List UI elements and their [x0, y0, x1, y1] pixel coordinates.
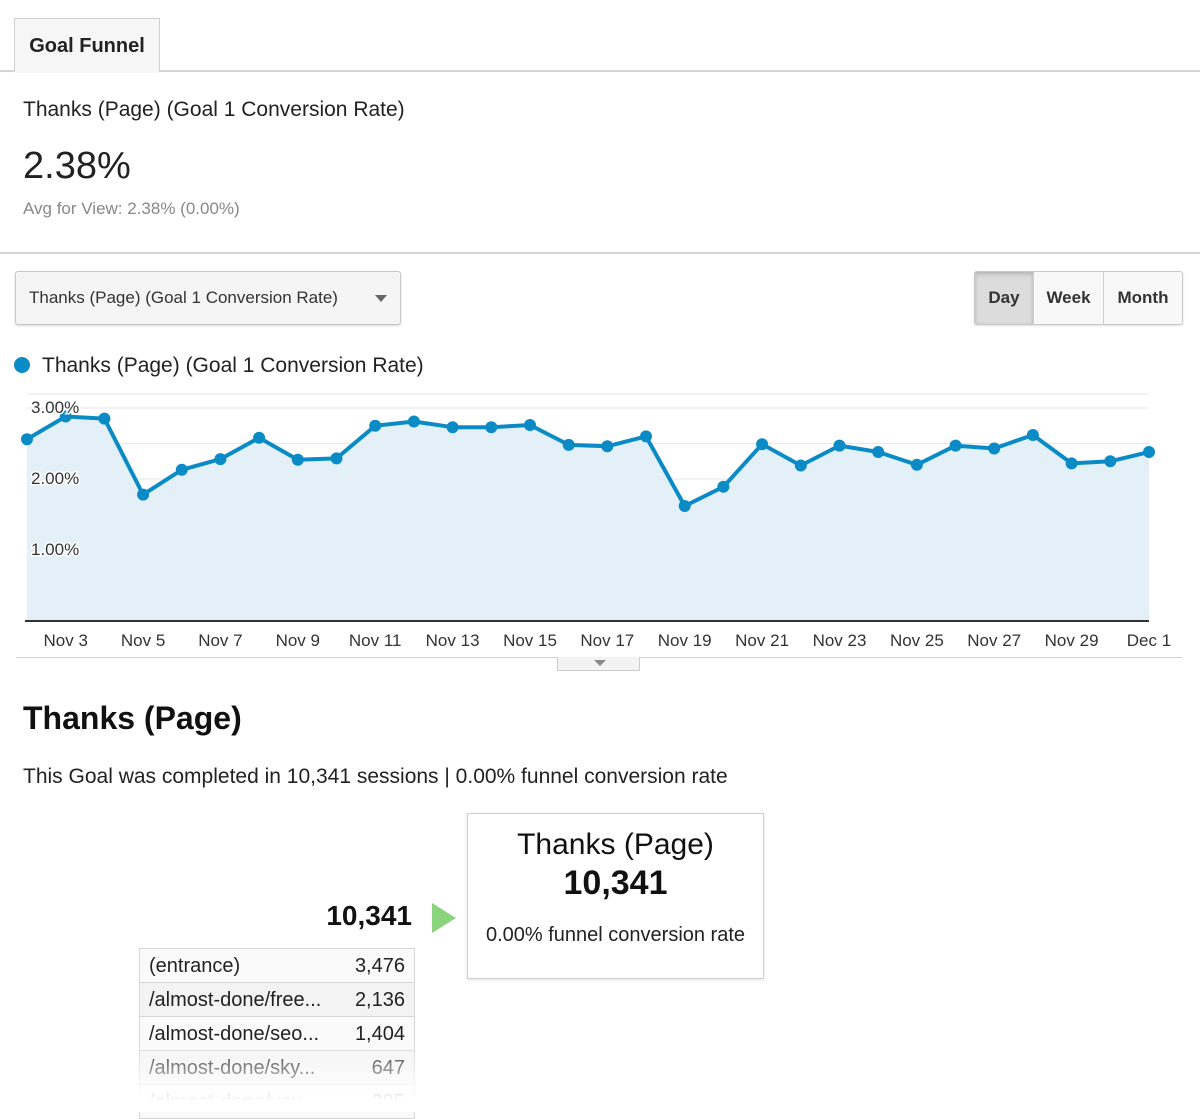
x-tick-label: Nov 11 [349, 631, 402, 650]
week-button[interactable]: Week [1033, 272, 1103, 324]
granularity-toggle: Day Week Month [974, 271, 1183, 325]
day-button[interactable]: Day [975, 272, 1033, 324]
x-tick-label: Nov 9 [276, 631, 320, 650]
x-tick-label: Nov 27 [967, 631, 1021, 650]
goal-box-rate: 0.00% funnel conversion rate [485, 924, 746, 946]
data-point [369, 419, 382, 432]
legend-label: Thanks (Page) (Goal 1 Conversion Rate) [42, 354, 424, 377]
data-point [872, 446, 885, 458]
goal-box-title: Thanks (Page) [517, 828, 714, 861]
x-tick-label: Nov 15 [503, 631, 557, 650]
data-point [949, 439, 962, 452]
x-tick-label: Nov 23 [813, 631, 867, 650]
chevron-down-icon [375, 295, 387, 302]
chart-collapse-toggle[interactable] [557, 657, 640, 671]
data-point [794, 459, 807, 472]
tab-goal-funnel[interactable]: Goal Funnel [14, 18, 160, 73]
data-point [1026, 429, 1039, 441]
data-point [446, 421, 459, 434]
data-point [678, 500, 691, 512]
metric-title: Thanks (Page) (Goal 1 Conversion Rate) [23, 98, 405, 121]
section-divider [0, 252, 1200, 254]
source-count: 1,404 [354, 1023, 405, 1045]
x-tick-label: Nov 7 [198, 631, 242, 650]
chart-legend: Thanks (Page) (Goal 1 Conversion Rate) [14, 354, 424, 378]
metric-select-label: Thanks (Page) (Goal 1 Conversion Rate) [29, 288, 338, 307]
x-tick-label: Nov 19 [658, 631, 712, 650]
source-path: (entrance) [149, 955, 241, 977]
data-point [1065, 457, 1078, 470]
data-point [562, 438, 575, 451]
list-fade-overlay [130, 1040, 430, 1112]
data-point [137, 488, 150, 501]
data-point [756, 438, 769, 451]
data-point [175, 463, 188, 476]
x-tick-label: Nov 21 [735, 631, 789, 650]
data-point [59, 410, 72, 423]
funnel-arrow-icon [432, 903, 456, 933]
source-row[interactable]: /almost-done/free... 2,136 [140, 983, 414, 1017]
y-tick-label: 1.00% [31, 540, 79, 559]
data-point [253, 431, 266, 444]
legend-dot-icon [14, 357, 30, 373]
data-point [988, 442, 1001, 455]
goal-completion-box: Thanks (Page) 10,341 0.00% funnel conver… [467, 813, 764, 979]
metric-select[interactable]: Thanks (Page) (Goal 1 Conversion Rate) [15, 271, 401, 325]
goal-box-value: 10,341 [563, 864, 668, 902]
data-point [485, 421, 498, 434]
data-point [291, 453, 304, 466]
data-point [330, 452, 343, 465]
goal-name: Thanks (Page) [23, 700, 242, 736]
month-button[interactable]: Month [1103, 272, 1182, 324]
series-line [25, 414, 1150, 508]
source-path: /almost-done/free... [149, 989, 322, 1011]
x-tick-label: Nov 3 [43, 631, 87, 650]
x-tick-label: Nov 17 [580, 631, 634, 650]
data-point [524, 419, 536, 431]
data-point [1104, 455, 1117, 468]
source-row[interactable]: (entrance) 3,476 [140, 949, 414, 983]
series-area [27, 416, 1149, 621]
data-point [910, 458, 923, 471]
tab-strip: Goal Funnel [0, 0, 1200, 73]
conversion-rate-chart: 3.00% 2.00% 1.00% Nov 3 Nov 5 Nov 7 Nov 9 Nov 1… [21, 393, 1171, 650]
data-point [98, 412, 111, 425]
data-point [717, 480, 730, 493]
metric-average: Avg for View: 2.38% (0.00%) [23, 199, 240, 218]
data-point [640, 430, 652, 443]
goal-summary: This Goal was completed in 10,341 sessio… [23, 765, 728, 788]
y-tick-label: 2.00% [31, 469, 79, 488]
data-point [21, 433, 33, 446]
metric-value: 2.38% [23, 145, 131, 187]
source-count: 2,136 [354, 989, 405, 1011]
data-point [214, 453, 227, 466]
data-point [601, 440, 614, 453]
x-tick-label: Dec 1 [1127, 631, 1171, 650]
y-tick-label: 3.00% [31, 398, 79, 417]
funnel-total: 10,341 [326, 900, 412, 931]
x-tick-label: Nov 25 [890, 631, 944, 650]
x-tick-label: Nov 29 [1045, 631, 1099, 650]
data-point [1143, 446, 1155, 458]
data-point [407, 415, 420, 428]
x-tick-label: Nov 13 [426, 631, 480, 650]
source-count: 3,476 [354, 955, 405, 977]
x-tick-label: Nov 5 [121, 631, 165, 650]
collapse-arrow-icon [594, 660, 606, 666]
data-point [833, 439, 846, 452]
